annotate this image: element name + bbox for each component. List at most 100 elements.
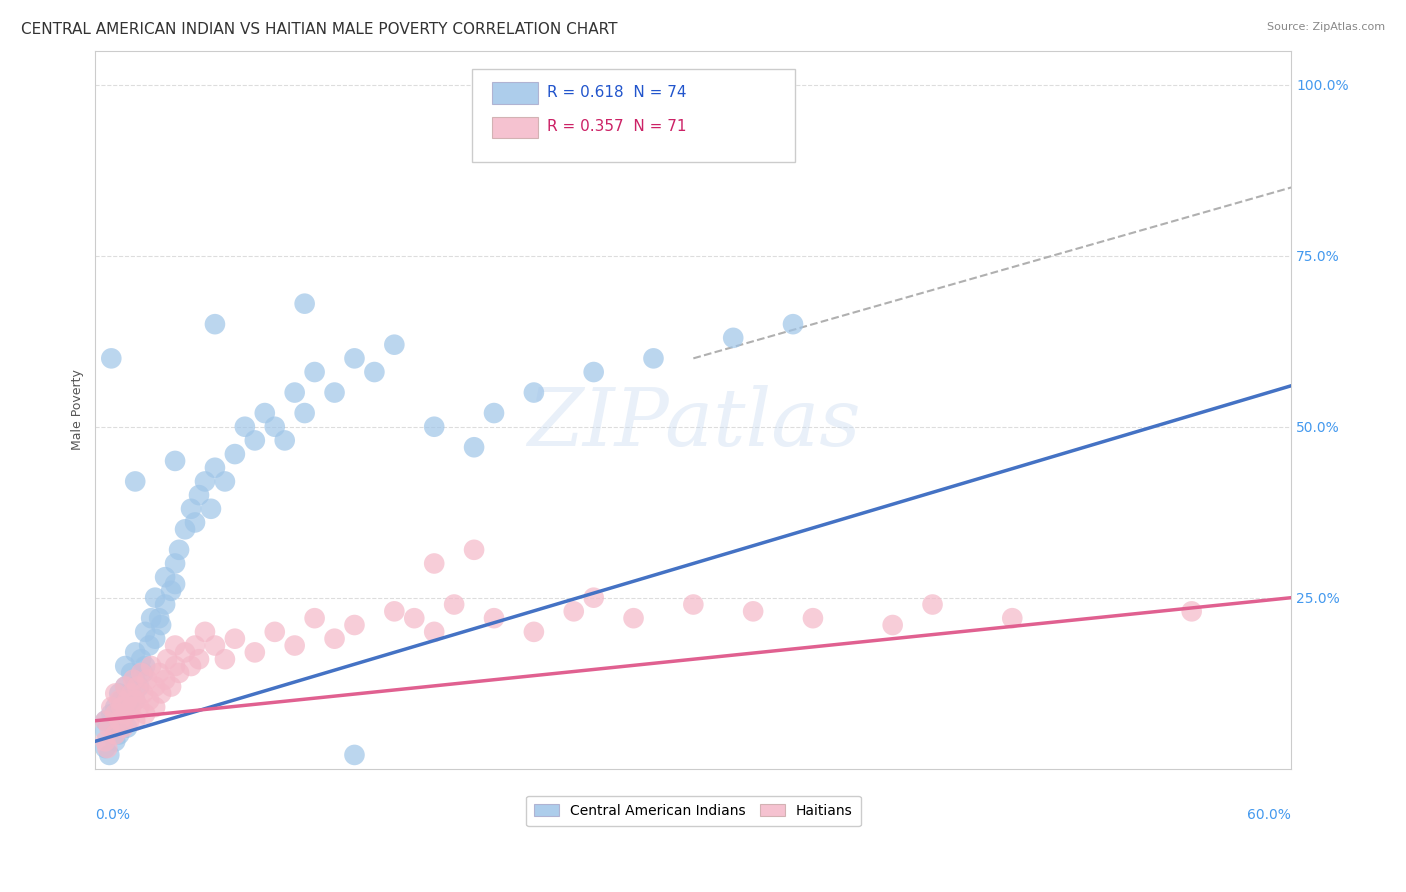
Point: [143, 680, 166, 694]
Point: [204, 317, 226, 331]
Point: [114, 680, 136, 694]
Point: [143, 700, 166, 714]
Point: [423, 419, 446, 434]
Point: [921, 598, 943, 612]
Point: [108, 727, 131, 741]
Point: [124, 645, 146, 659]
Point: [423, 557, 446, 571]
Point: [523, 385, 546, 400]
Point: [160, 583, 183, 598]
Point: [94, 714, 117, 728]
Point: [122, 673, 145, 687]
Point: [284, 639, 307, 653]
Point: [263, 419, 285, 434]
Point: [136, 673, 159, 687]
Point: [343, 618, 366, 632]
Point: [224, 447, 246, 461]
Point: [180, 659, 202, 673]
Point: [382, 604, 405, 618]
Point: [323, 632, 346, 646]
Point: [108, 693, 131, 707]
Point: [180, 501, 202, 516]
Point: [304, 365, 326, 379]
Text: R = 0.357  N = 71: R = 0.357 N = 71: [547, 120, 688, 135]
Point: [134, 624, 156, 639]
Point: [204, 460, 226, 475]
Point: [118, 700, 141, 714]
Point: [253, 406, 276, 420]
FancyBboxPatch shape: [492, 82, 538, 103]
Point: [153, 598, 176, 612]
Point: [124, 693, 146, 707]
Point: [160, 680, 183, 694]
Point: [582, 365, 605, 379]
Text: 60.0%: 60.0%: [1247, 808, 1291, 822]
Point: [112, 721, 135, 735]
Point: [141, 659, 163, 673]
Point: [184, 516, 207, 530]
Point: [165, 639, 187, 653]
Point: [104, 700, 127, 714]
Point: [110, 693, 132, 707]
Point: [98, 747, 121, 762]
Point: [120, 665, 142, 680]
Point: [104, 706, 127, 721]
Point: [443, 598, 465, 612]
Point: [138, 639, 160, 653]
Point: [323, 385, 346, 400]
Point: [404, 611, 426, 625]
Point: [214, 652, 236, 666]
Point: [127, 680, 149, 694]
Point: [100, 351, 122, 366]
Point: [143, 591, 166, 605]
Point: [150, 686, 173, 700]
Point: [233, 419, 256, 434]
Y-axis label: Male Poverty: Male Poverty: [72, 369, 84, 450]
Point: [463, 542, 485, 557]
Point: [100, 706, 122, 721]
Point: [134, 659, 156, 673]
Point: [200, 501, 222, 516]
Point: [165, 577, 187, 591]
Point: [294, 406, 316, 420]
Point: [184, 639, 207, 653]
Point: [284, 385, 307, 400]
Legend: Central American Indians, Haitians: Central American Indians, Haitians: [526, 796, 860, 826]
Point: [110, 714, 132, 728]
Point: [148, 611, 170, 625]
Point: [343, 747, 366, 762]
Point: [120, 700, 142, 714]
Point: [114, 706, 136, 721]
Point: [114, 680, 136, 694]
Text: Source: ZipAtlas.com: Source: ZipAtlas.com: [1267, 22, 1385, 32]
Point: [104, 734, 127, 748]
Point: [94, 714, 117, 728]
Point: [114, 706, 136, 721]
Point: [108, 686, 131, 700]
Point: [94, 734, 117, 748]
Point: [138, 693, 160, 707]
Point: [124, 475, 146, 489]
Point: [128, 680, 150, 694]
Point: [134, 706, 156, 721]
Point: [165, 557, 187, 571]
Point: [174, 645, 197, 659]
FancyBboxPatch shape: [472, 69, 794, 162]
Point: [204, 639, 226, 653]
Point: [682, 598, 704, 612]
Point: [294, 296, 316, 310]
Point: [156, 652, 179, 666]
Point: [124, 714, 146, 728]
Point: [124, 673, 146, 687]
Point: [148, 665, 170, 680]
Point: [882, 618, 904, 632]
Point: [110, 700, 132, 714]
Point: [1001, 611, 1024, 625]
Point: [108, 714, 131, 728]
Point: [363, 365, 385, 379]
Point: [194, 475, 217, 489]
Point: [94, 724, 117, 739]
Point: [104, 721, 127, 735]
Point: [94, 741, 117, 756]
Point: [128, 700, 150, 714]
